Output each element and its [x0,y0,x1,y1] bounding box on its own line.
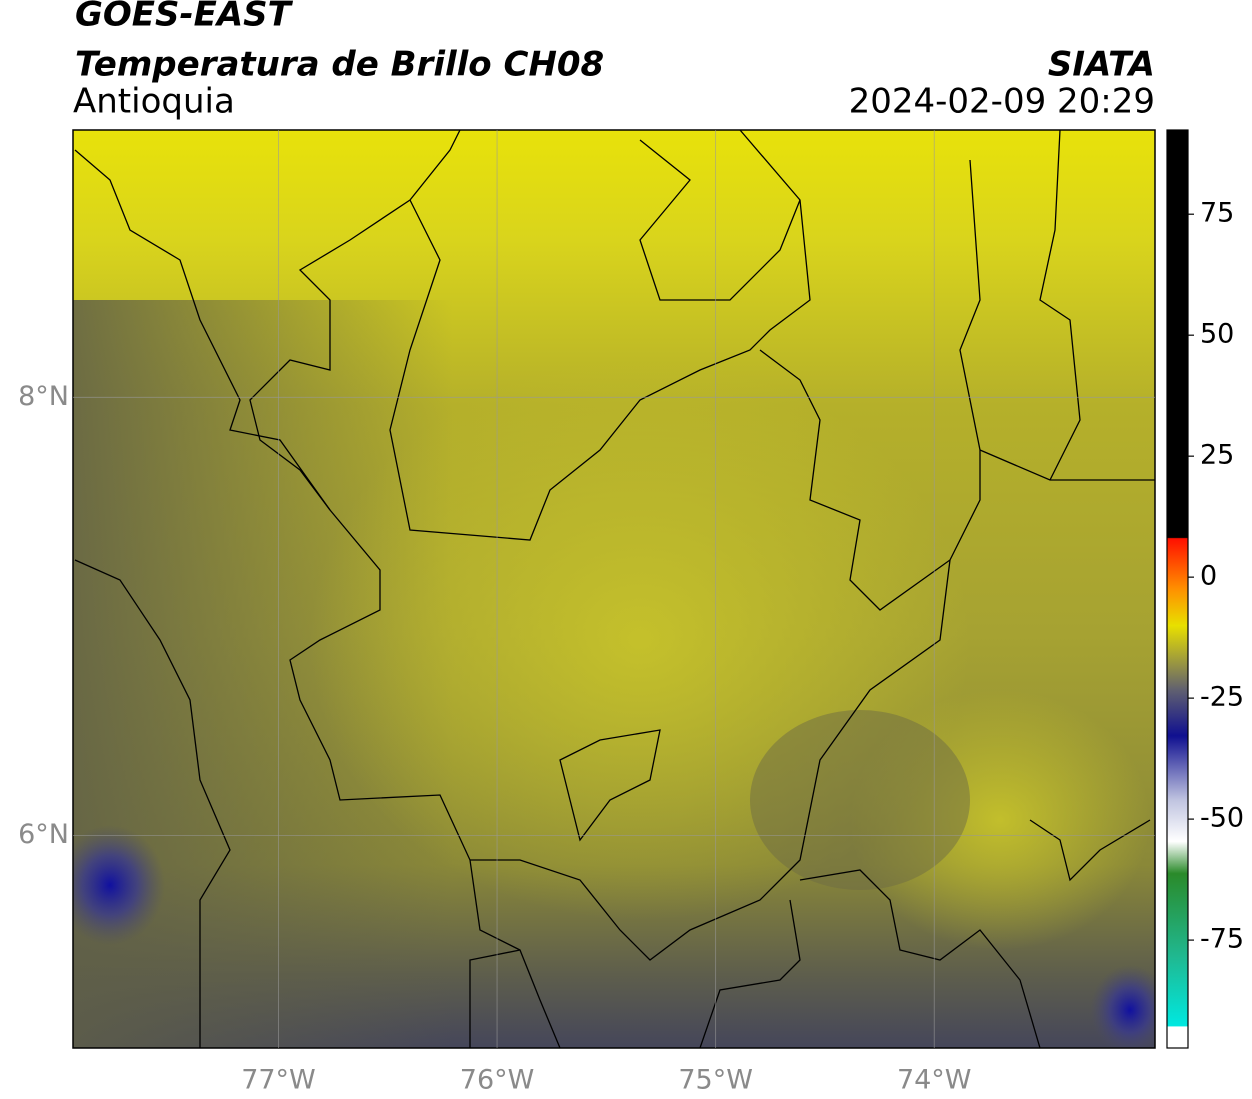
y-tick-label: 8°N [18,381,69,412]
y-tick-label: 6°N [18,819,69,850]
map-frame [72,129,1156,1049]
colorbar-tick-label: 50 [1200,319,1234,350]
x-tick-label: 77°W [241,1065,316,1096]
title: GOES-EAST [75,0,294,35]
x-tick-label: 75°W [678,1065,753,1096]
source: SIATA [1048,45,1155,85]
colorbar-tick-label: -75 [1200,924,1244,955]
colorbar-tick-label: -50 [1200,803,1244,834]
satellite-image [73,130,1155,1048]
region: Antioquia [73,82,235,122]
subtitle: Temperatura de Brillo CH08 [75,45,604,85]
colorbar [1166,129,1189,1049]
colorbar-tick-label: -25 [1200,682,1244,713]
colorbar-tick-label: 25 [1200,440,1234,471]
timestamp: 2024-02-09 20:29 [849,82,1155,122]
x-tick-label: 76°W [460,1065,535,1096]
colorbar-tick-label: 75 [1200,198,1234,229]
colorbar-tick-label: 0 [1200,561,1217,592]
x-tick-label: 74°W [897,1065,972,1096]
